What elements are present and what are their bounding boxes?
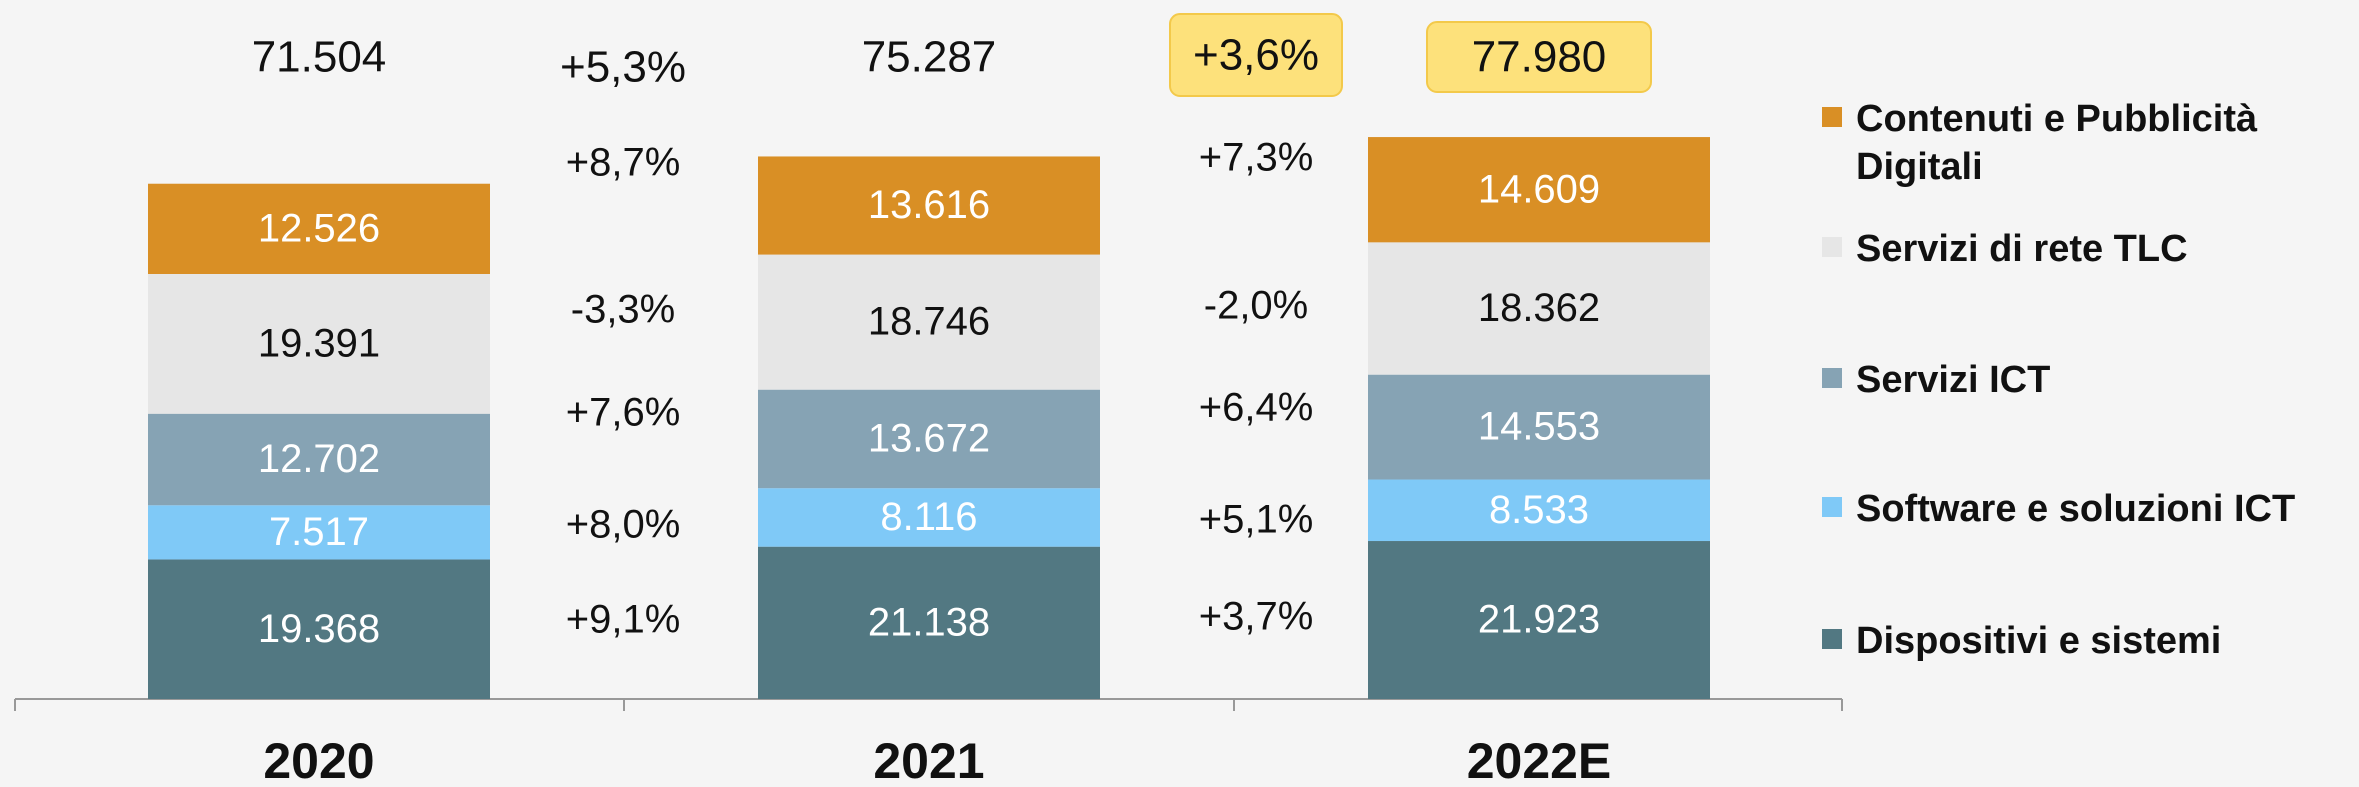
growth-label: -2,0%	[1204, 284, 1309, 328]
bar-segment	[1368, 374, 1710, 480]
growth-label: +3,7%	[1199, 595, 1314, 639]
bar-segment	[1368, 242, 1710, 375]
growth-label: +8,7%	[566, 141, 681, 185]
value-label: 8.533	[1489, 488, 1589, 532]
legend-swatch	[1822, 107, 1842, 127]
value-label: 21.923	[1478, 598, 1600, 642]
total-label: 71.504	[252, 33, 387, 82]
legend-label: Contenuti e Pubblicità Digitali	[1856, 98, 2258, 188]
value-label: 12.526	[258, 206, 380, 250]
growth-label: +6,4%	[1199, 386, 1314, 430]
bar-segment	[758, 488, 1100, 547]
bar-segment	[148, 559, 490, 699]
bar-segment	[1368, 137, 1710, 243]
value-label: 8.116	[880, 495, 977, 539]
growth-label: +5,1%	[1199, 498, 1314, 542]
highlight	[1426, 21, 1652, 93]
legend-item: Servizi ICT	[1822, 356, 2346, 404]
value-label: 14.553	[1478, 405, 1600, 449]
value-label: 13.616	[868, 183, 990, 227]
value-label: 19.391	[258, 321, 380, 365]
value-label: 18.746	[868, 300, 990, 344]
value-label: 18.362	[1478, 286, 1600, 330]
value-label: 13.672	[868, 416, 990, 460]
bar-segment	[758, 546, 1100, 699]
legend-item: Servizi di rete TLC	[1822, 225, 2346, 273]
bar-segment	[148, 505, 490, 560]
legend-swatch	[1822, 237, 1842, 257]
growth-label: +9,1%	[566, 598, 681, 642]
x-tick-label: 2021	[873, 733, 984, 787]
value-label: 19.368	[258, 607, 380, 651]
chart: 19.368 7.517 12.702 19.391 12.526 2020 71.504 2…	[14, 13, 1843, 787]
legend-label: Software e soluzioni ICT	[1856, 488, 2296, 530]
legend-item: Contenuti e Pubblicità Digitali	[1822, 95, 2346, 191]
bar-segment	[758, 389, 1100, 489]
bar-segment	[758, 254, 1100, 390]
legend-label: Dispositivi e sistemi	[1856, 620, 2222, 662]
total-label: 75.287	[862, 33, 997, 82]
bar-segment	[758, 156, 1100, 255]
legend-item: Dispositivi e sistemi	[1822, 617, 2346, 665]
x-tick-label: 2020	[263, 733, 374, 787]
legend-label: Servizi di rete TLC	[1856, 228, 2188, 270]
legend-swatch	[1822, 497, 1842, 517]
legend-item: Software e soluzioni ICT	[1822, 485, 2346, 533]
total-growth-label: +3,6%	[1193, 31, 1319, 80]
total-growth-label: +5,3%	[560, 43, 686, 92]
bar-segment	[148, 413, 490, 506]
growth-label: +7,6%	[566, 391, 681, 435]
value-label: 14.609	[1478, 167, 1600, 211]
growth-label: -3,3%	[571, 288, 676, 332]
bar-segment	[148, 273, 490, 414]
value-label: 21.138	[868, 600, 990, 644]
legend-swatch	[1822, 368, 1842, 388]
value-label: 7.517	[269, 510, 369, 554]
growth-label: +8,0%	[566, 503, 681, 547]
value-label: 12.702	[258, 437, 380, 481]
bar-segment	[1368, 479, 1710, 542]
x-tick-label: 2022E	[1467, 733, 1612, 787]
growth-label: +7,3%	[1199, 136, 1314, 180]
total-label: 77.980	[1472, 33, 1607, 82]
bar-segment	[1368, 541, 1710, 699]
highlight	[1169, 13, 1343, 97]
legend-swatch	[1822, 629, 1842, 649]
bar-segment	[148, 183, 490, 274]
legend-label: Servizi ICT	[1856, 359, 2051, 401]
